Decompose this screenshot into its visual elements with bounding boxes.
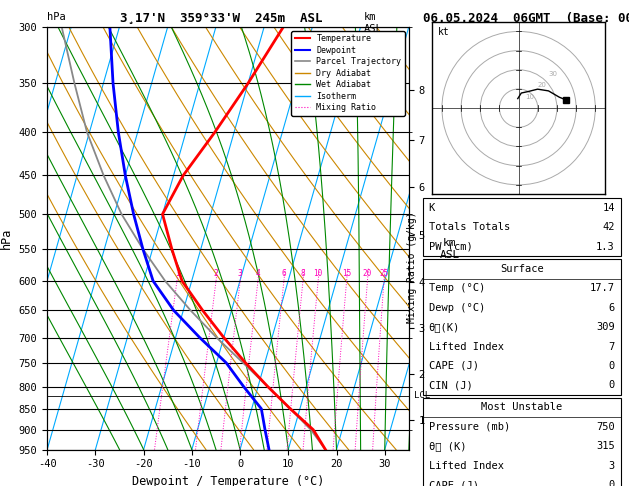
Text: 3¸17'N  359°33'W  245m  ASL: 3¸17'N 359°33'W 245m ASL — [120, 12, 322, 25]
Text: CAPE (J): CAPE (J) — [428, 361, 479, 371]
Text: 25: 25 — [379, 269, 389, 278]
Bar — [423, 198, 621, 257]
Text: Totals Totals: Totals Totals — [428, 222, 510, 232]
Text: 3: 3 — [609, 461, 615, 471]
Text: 315: 315 — [596, 441, 615, 451]
Text: 1: 1 — [175, 269, 179, 278]
Text: 8: 8 — [301, 269, 305, 278]
Y-axis label: km
ASL: km ASL — [440, 238, 460, 260]
Y-axis label: hPa: hPa — [0, 227, 13, 249]
Text: 4: 4 — [255, 269, 260, 278]
Text: hPa: hPa — [47, 12, 66, 22]
Text: θᴄ(K): θᴄ(K) — [428, 322, 460, 332]
Text: 14: 14 — [603, 203, 615, 213]
Text: 30: 30 — [548, 70, 558, 77]
Text: km
ASL: km ASL — [364, 12, 382, 34]
Text: Most Unstable: Most Unstable — [481, 402, 562, 413]
Text: 06.05.2024  06GMT  (Base: 00): 06.05.2024 06GMT (Base: 00) — [423, 12, 629, 25]
Text: Lifted Index: Lifted Index — [428, 461, 504, 471]
Text: 20: 20 — [537, 82, 546, 88]
Text: Lifted Index: Lifted Index — [428, 342, 504, 351]
Text: 750: 750 — [596, 422, 615, 432]
Text: kt: kt — [438, 27, 449, 37]
Text: CIN (J): CIN (J) — [428, 381, 472, 390]
Text: 0: 0 — [609, 361, 615, 371]
Text: 6: 6 — [282, 269, 286, 278]
Text: 7: 7 — [609, 342, 615, 351]
Text: 0: 0 — [609, 381, 615, 390]
Text: 3: 3 — [238, 269, 243, 278]
Text: 15: 15 — [342, 269, 351, 278]
Text: Surface: Surface — [500, 264, 543, 274]
Text: 2: 2 — [214, 269, 218, 278]
Text: Mixing Ratio (g/kg): Mixing Ratio (g/kg) — [407, 211, 417, 323]
Text: 20: 20 — [363, 269, 372, 278]
Text: PW (cm): PW (cm) — [428, 242, 472, 252]
Text: Pressure (mb): Pressure (mb) — [428, 422, 510, 432]
Text: K: K — [428, 203, 435, 213]
Bar — [423, 398, 621, 486]
Text: 6: 6 — [609, 303, 615, 312]
Text: Dewp (°C): Dewp (°C) — [428, 303, 485, 312]
Text: 1.3: 1.3 — [596, 242, 615, 252]
Legend: Temperature, Dewpoint, Parcel Trajectory, Dry Adiabat, Wet Adiabat, Isotherm, Mi: Temperature, Dewpoint, Parcel Trajectory… — [291, 31, 404, 116]
Text: 309: 309 — [596, 322, 615, 332]
Text: θᴄ (K): θᴄ (K) — [428, 441, 466, 451]
Text: 17.7: 17.7 — [590, 283, 615, 293]
Text: 0: 0 — [609, 480, 615, 486]
Text: 10: 10 — [526, 94, 535, 100]
Bar — [423, 259, 621, 395]
Text: 10: 10 — [313, 269, 323, 278]
Text: LCL: LCL — [415, 391, 430, 400]
X-axis label: Dewpoint / Temperature (°C): Dewpoint / Temperature (°C) — [132, 475, 324, 486]
Text: Temp (°C): Temp (°C) — [428, 283, 485, 293]
Text: CAPE (J): CAPE (J) — [428, 480, 479, 486]
Text: 42: 42 — [603, 222, 615, 232]
